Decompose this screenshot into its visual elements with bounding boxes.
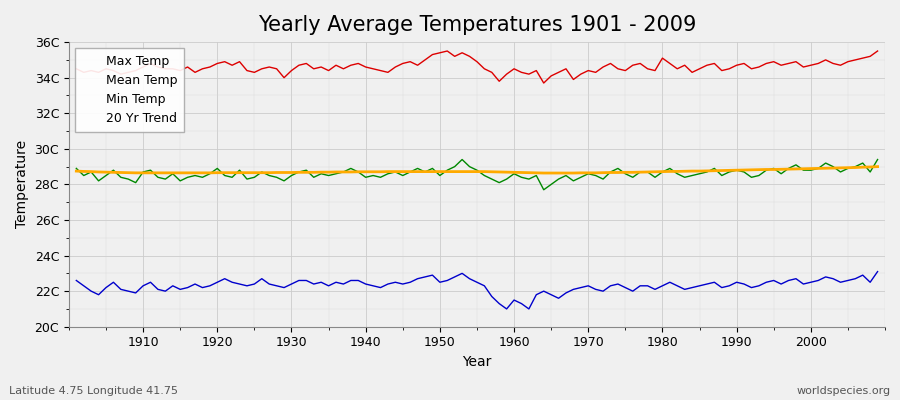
Line: 20 Yr Trend: 20 Yr Trend [76,167,878,173]
Min Temp [71,278,82,283]
Mean Temp [456,157,467,162]
Text: worldspecies.org: worldspecies.org [796,386,891,396]
Mean Temp [130,180,141,185]
20 Yr Trend [605,170,616,175]
Min Temp [338,282,349,286]
Mean Temp [613,166,624,171]
Legend: Max Temp, Mean Temp, Min Temp, 20 Yr Trend: Max Temp, Mean Temp, Min Temp, 20 Yr Tre… [76,48,184,132]
Line: Min Temp: Min Temp [76,272,878,309]
20 Yr Trend [293,170,304,175]
20 Yr Trend [130,170,141,175]
20 Yr Trend [338,170,349,174]
Max Temp [538,81,549,86]
Title: Yearly Average Temperatures 1901 - 2009: Yearly Average Temperatures 1901 - 2009 [257,15,696,35]
Mean Temp [872,157,883,162]
Mean Temp [338,170,349,174]
Mean Temp [538,187,549,192]
Mean Temp [71,166,82,171]
Max Temp [508,66,519,71]
Max Temp [613,66,624,71]
20 Yr Trend [71,169,82,174]
Max Temp [442,49,453,54]
20 Yr Trend [508,170,519,175]
Mean Temp [293,170,304,174]
20 Yr Trend [538,171,549,176]
Max Temp [338,66,349,71]
Mean Temp [508,171,519,176]
Text: Latitude 4.75 Longitude 41.75: Latitude 4.75 Longitude 41.75 [9,386,178,396]
Min Temp [605,284,616,288]
Line: Mean Temp: Mean Temp [76,160,878,190]
Max Temp [71,66,82,71]
Min Temp [501,306,512,311]
Max Temp [130,68,141,73]
Min Temp [872,269,883,274]
Max Temp [293,63,304,68]
Min Temp [293,278,304,283]
20 Yr Trend [872,164,883,169]
Max Temp [516,70,526,75]
Mean Temp [516,175,526,180]
Line: Max Temp: Max Temp [76,51,878,83]
20 Yr Trend [501,170,512,174]
Min Temp [508,298,519,302]
Y-axis label: Temperature: Temperature [15,140,29,228]
X-axis label: Year: Year [463,355,491,369]
Min Temp [516,301,526,306]
Min Temp [130,290,141,295]
Max Temp [872,49,883,54]
